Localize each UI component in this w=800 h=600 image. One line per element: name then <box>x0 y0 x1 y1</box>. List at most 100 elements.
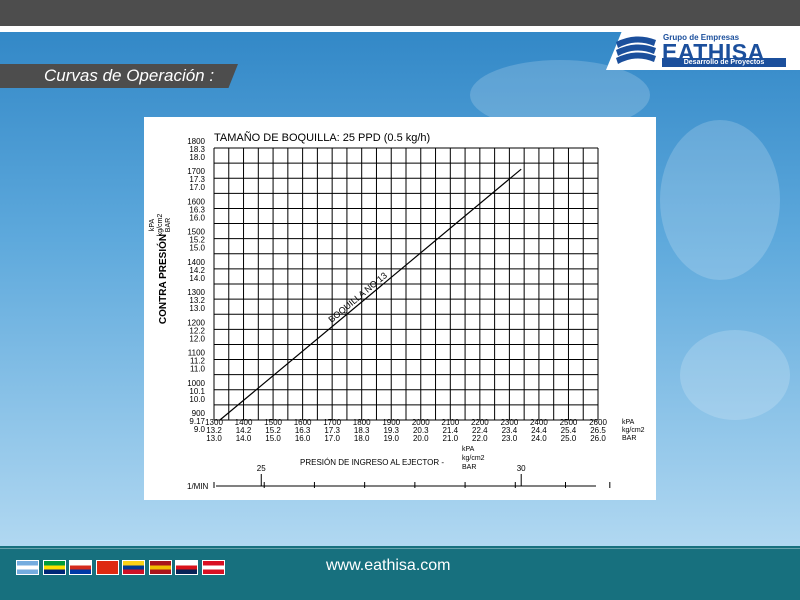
footer-divider <box>0 548 800 549</box>
x-tick-label: 1900 <box>382 418 400 427</box>
x-tick-label: 21.4 <box>443 426 459 435</box>
y-tick-label: 17.3 <box>189 175 205 184</box>
x-tick-label: 20.0 <box>413 434 429 443</box>
x-tick-label: 18.0 <box>354 434 370 443</box>
x-tick-label: 17.0 <box>324 434 340 443</box>
peru-flag-icon <box>201 560 225 575</box>
x-tick-label: 17.3 <box>324 426 340 435</box>
y-tick-label: 1600 <box>187 197 205 206</box>
x-tick-label: 1300 <box>205 418 223 427</box>
y-tick-label: 18.3 <box>189 145 205 154</box>
section-title-bar: Curvas de Operación : <box>0 64 238 88</box>
x-tick-label: 18.3 <box>354 426 370 435</box>
x-tick-label: 13.2 <box>206 426 222 435</box>
x-tick-label: 24.4 <box>531 426 547 435</box>
x-tick-label: 2600 <box>589 418 607 427</box>
y-tick-label: 11.0 <box>190 365 206 374</box>
x-tick-label: 20.3 <box>413 426 429 435</box>
y-tick-label: 16.0 <box>189 213 205 222</box>
y-tick-label: 900 <box>192 409 206 418</box>
x-tick-label: 26.5 <box>590 426 606 435</box>
x-tick-label: 22.0 <box>472 434 488 443</box>
y-tick-label: 16.3 <box>189 205 205 214</box>
x-tick-label: 2200 <box>471 418 489 427</box>
y-tick-label: 13.2 <box>189 296 205 305</box>
x-tick-label: 1600 <box>294 418 312 427</box>
x-tick-label: 14.2 <box>236 426 252 435</box>
x-tick-label: 22.4 <box>472 426 488 435</box>
x-tick-label: 15.2 <box>265 426 281 435</box>
x-tick-label: 1500 <box>264 418 282 427</box>
section-title: Curvas de Operación : <box>44 66 215 85</box>
eathisa-logo-icon <box>616 36 656 64</box>
x-tick-label: 2000 <box>412 418 430 427</box>
argentina-flag-icon <box>16 560 39 575</box>
top-bar <box>0 0 800 26</box>
y-tick-label: 1500 <box>187 228 205 237</box>
y-tick-label: 18.0 <box>189 153 205 162</box>
secondary-axis-label: 1/MIN <box>187 482 209 491</box>
x-tick-label: 2100 <box>441 418 459 427</box>
y-axis-unit: kPA <box>149 219 156 232</box>
x-tick-label: 16.3 <box>295 426 311 435</box>
x-axis-label: PRESIÓN DE INGRESO AL EJECTOR - <box>300 458 444 467</box>
series-label: BOQUILLA NO 13 <box>326 270 389 324</box>
y-tick-label: 17.0 <box>189 183 205 192</box>
x-tick-label: 19.0 <box>383 434 399 443</box>
y-tick-label: 12.2 <box>189 326 205 335</box>
x-tick-label: 1800 <box>353 418 371 427</box>
y-tick-label: 1700 <box>187 167 205 176</box>
china-flag-icon <box>95 560 119 575</box>
logo-group-text: Grupo de Empresas <box>663 33 740 42</box>
y-tick-label: 11.2 <box>190 357 206 366</box>
x-tick-unit: kPA <box>622 419 635 426</box>
y-tick-label: 13.0 <box>189 304 205 313</box>
y-tick-label: 1400 <box>187 258 205 267</box>
y-tick-label: 9.17 <box>189 417 205 426</box>
chart-title: TAMAÑO DE BOQUILLA: 25 PPD (0.5 kg/h) <box>214 131 430 144</box>
world-map-decoration <box>660 120 780 280</box>
x-tick-label: 2300 <box>500 418 518 427</box>
website-link[interactable]: www.eathisa.com <box>326 557 451 574</box>
brazil-flag-icon <box>42 560 66 575</box>
x-tick-label: 1400 <box>235 418 253 427</box>
x-tick-label: 24.0 <box>531 434 547 443</box>
y-tick-label: 1300 <box>187 288 205 297</box>
y-tick-label: 10.1 <box>189 387 205 396</box>
world-map-decoration <box>680 330 790 420</box>
x-tick-label: 15.0 <box>265 434 281 443</box>
y-tick-label: 1000 <box>187 379 205 388</box>
x-tick-label: 19.3 <box>383 426 399 435</box>
x-tick-label: 2500 <box>560 418 578 427</box>
x-tick-unit: BAR <box>622 435 636 442</box>
y-tick-label: 1100 <box>188 349 206 358</box>
x-tick-label: 16.0 <box>295 434 311 443</box>
x-axis-unit: kPA <box>462 446 475 453</box>
y-tick-label: 10.0 <box>189 395 205 404</box>
x-axis-unit: kg/cm2 <box>462 455 485 462</box>
secondary-axis-tick-label: 30 <box>517 464 526 473</box>
x-tick-label: 23.0 <box>502 434 518 443</box>
y-tick-label: 14.0 <box>189 274 205 283</box>
x-tick-label: 1700 <box>323 418 341 427</box>
y-tick-label: 12.0 <box>189 334 205 343</box>
logo-subtitle: Desarrollo de Proyectos <box>662 58 786 67</box>
y-axis-label: CONTRA PRESIÓN <box>156 234 169 324</box>
y-axis-unit: kg/cm2 <box>157 214 164 237</box>
secondary-axis-tick-label: 25 <box>257 464 266 473</box>
y-axis-unit: BAR <box>165 218 172 232</box>
x-tick-label: 26.0 <box>590 434 606 443</box>
x-tick-label: 25.4 <box>561 426 577 435</box>
x-tick-label: 13.0 <box>206 434 222 443</box>
series-line <box>219 168 522 421</box>
chart-panel: TAMAÑO DE BOQUILLA: 25 PPD (0.5 kg/h) 900… <box>144 117 656 500</box>
y-tick-label: 1200 <box>187 318 205 327</box>
x-tick-label: 2400 <box>530 418 548 427</box>
header-stripe <box>0 26 800 32</box>
x-tick-label: 21.0 <box>443 434 459 443</box>
y-tick-label: 15.0 <box>189 244 205 253</box>
x-axis-unit: BAR <box>462 464 476 471</box>
colombia-flag-icon <box>122 560 145 575</box>
y-tick-label: 1800 <box>187 137 205 146</box>
x-tick-label: 14.0 <box>236 434 252 443</box>
